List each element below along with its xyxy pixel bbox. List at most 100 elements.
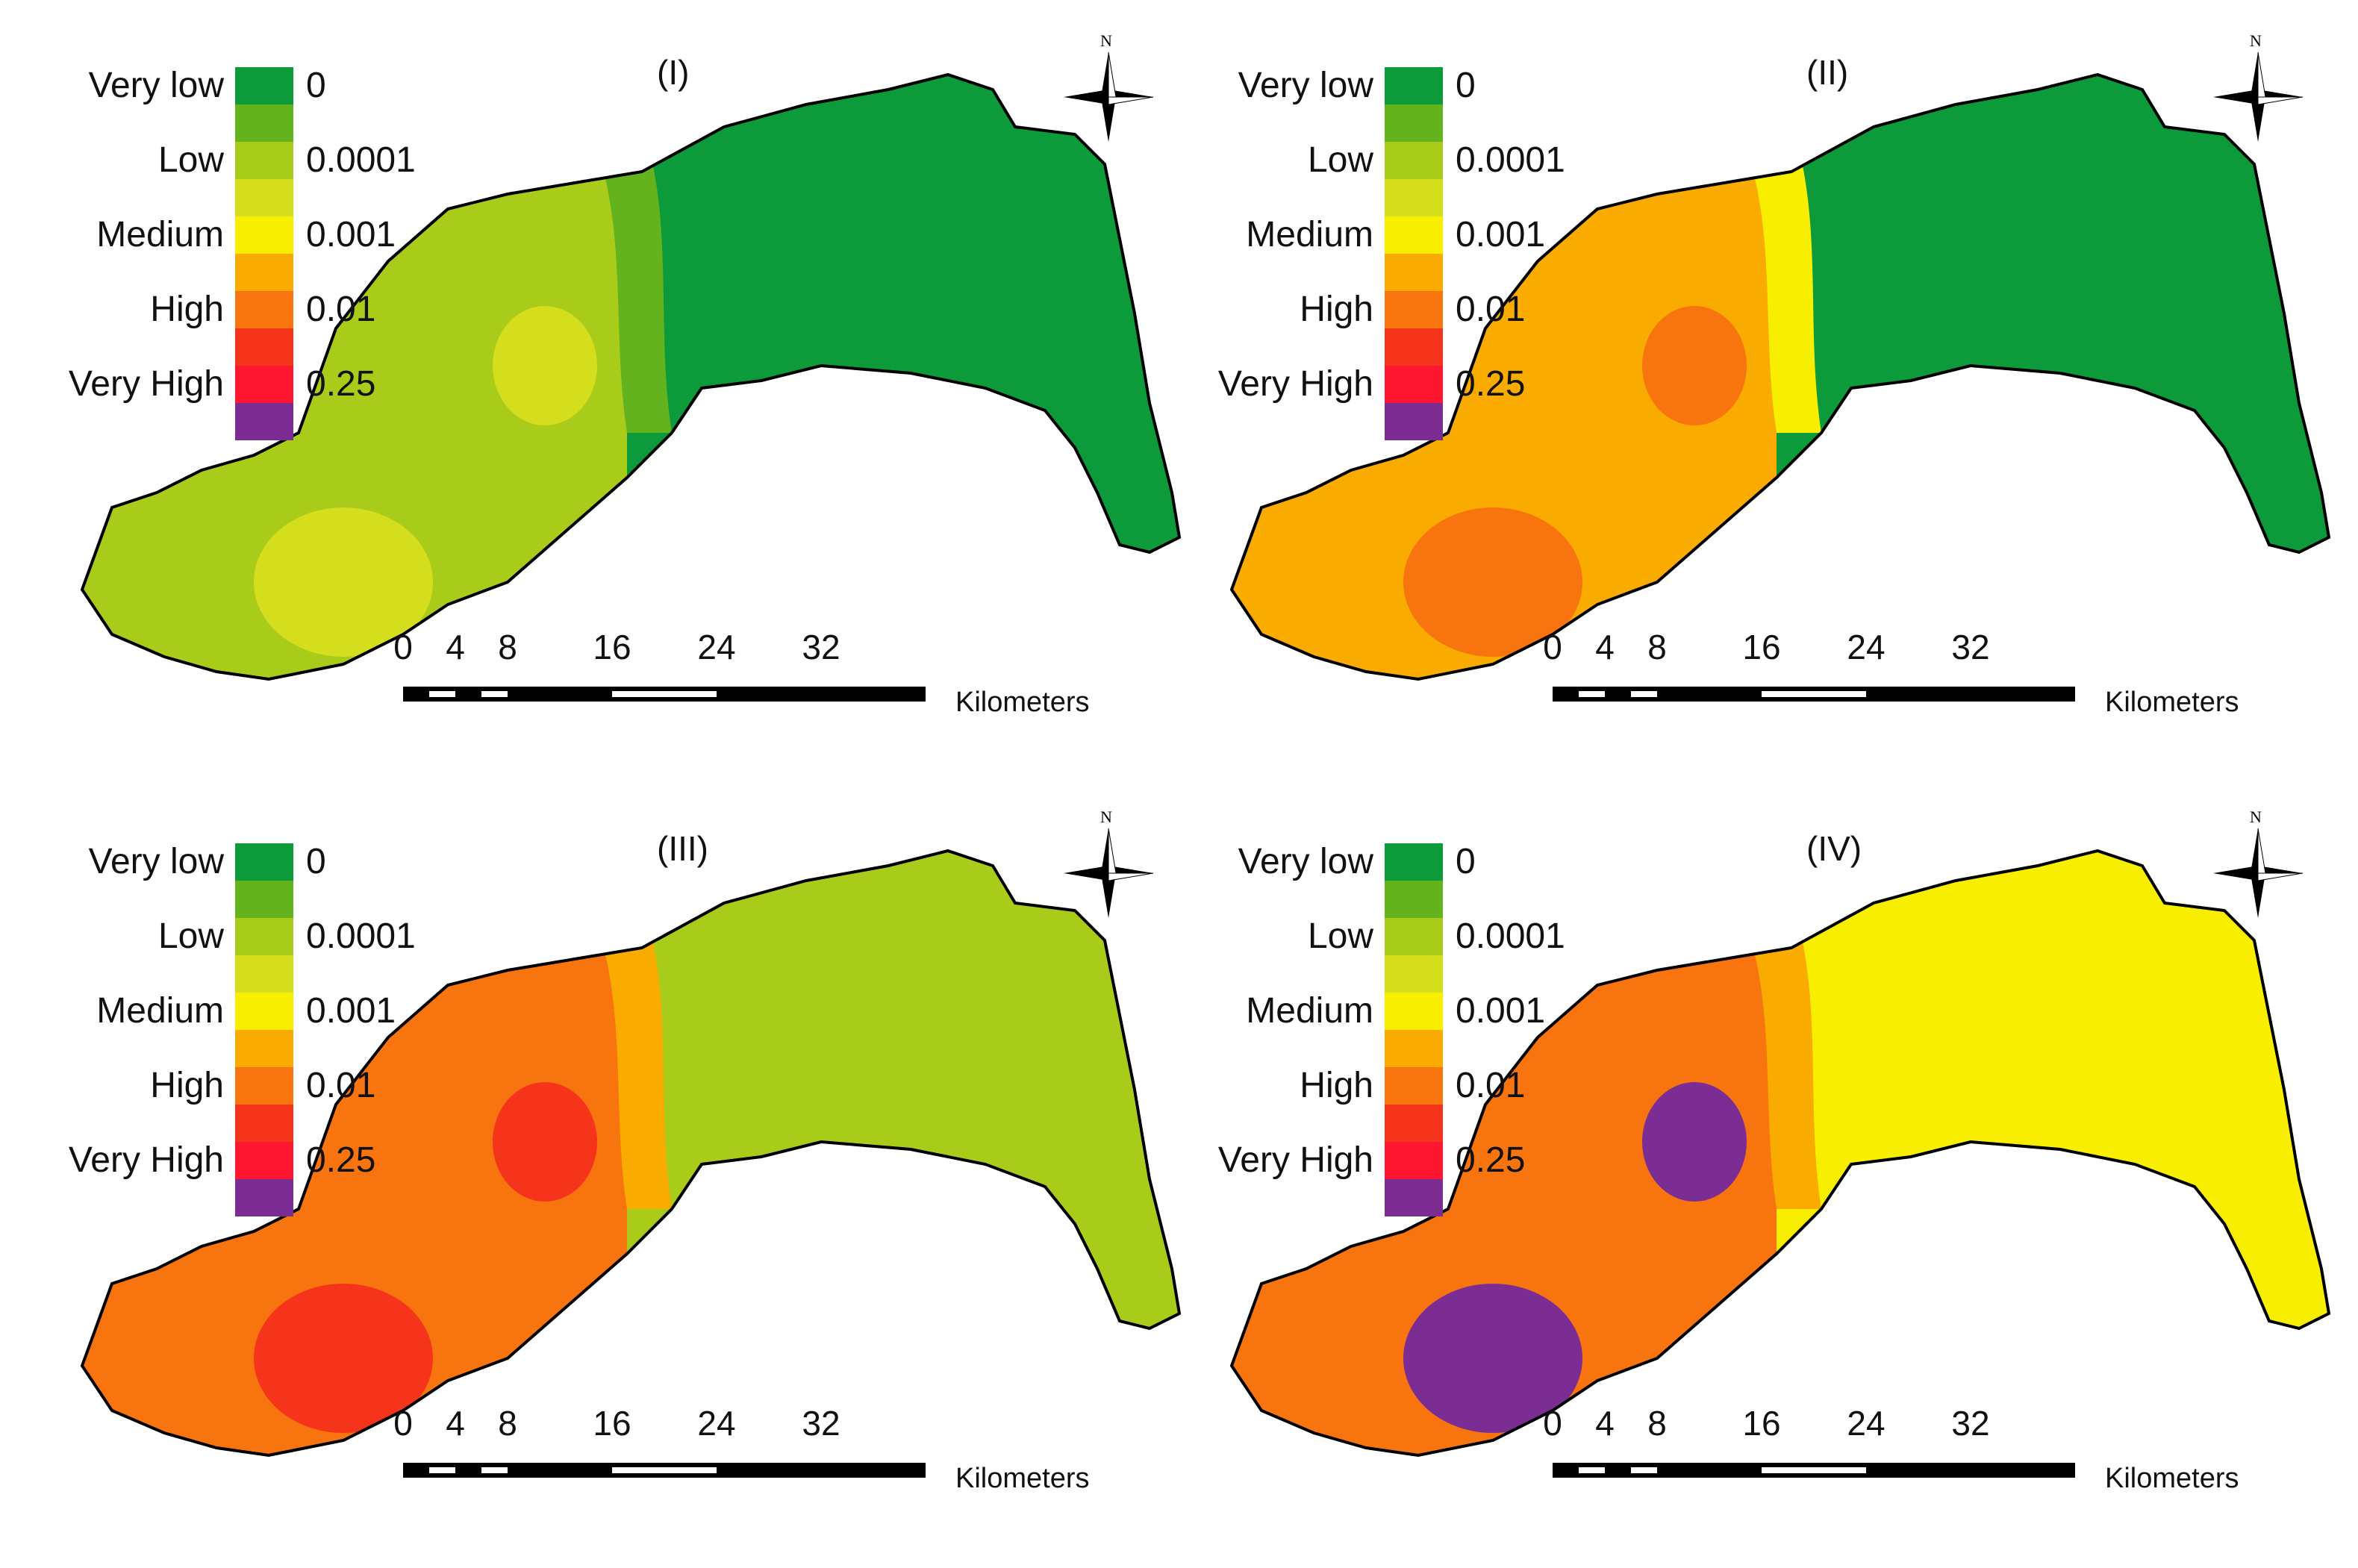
scale-tick: 24	[697, 628, 736, 666]
legend-value: 0.01	[1456, 290, 1526, 329]
legend-swatch	[1385, 1030, 1443, 1067]
region-outline	[1229, 849, 2331, 1458]
legend-swatch	[1385, 1142, 1443, 1179]
legend-label: Very low	[1238, 842, 1373, 881]
zone-southwest	[1403, 1284, 1582, 1433]
legend-swatch	[235, 403, 293, 440]
legend-swatch	[235, 881, 293, 918]
legend-value: 0.0001	[1456, 140, 1565, 180]
north-arrow-icon: N	[1064, 808, 1154, 918]
scale-segment	[612, 691, 717, 697]
legend-swatch	[235, 216, 293, 254]
panel-title: (I)	[657, 53, 690, 92]
legend-value: 0.25	[306, 364, 376, 404]
zone-hotspot	[493, 306, 597, 425]
legend-value: 0.01	[306, 290, 376, 329]
scale-tick: 24	[1847, 1404, 1886, 1443]
legend-value: 0.25	[306, 1140, 376, 1180]
scale-segment	[429, 691, 455, 697]
scale-bar: Kilometers 0 4 8 16 24 32	[393, 1403, 1150, 1494]
legend-swatch	[235, 1142, 293, 1179]
zone-transition	[597, 925, 672, 1209]
north-label: N	[1100, 31, 1112, 50]
north-arrow-icon: N	[1064, 31, 1154, 142]
legend-value: 0	[1456, 66, 1476, 105]
legend-label: Very High	[1217, 1140, 1373, 1180]
north-arrow-icon: N	[2213, 808, 2304, 918]
zone-southwest	[1403, 507, 1582, 657]
scale-tick: 0	[393, 1404, 413, 1443]
legend: Very low Low Medium High Very High 0 0.0001 0.0…	[30, 842, 448, 1231]
scale-unit-label: Kilometers	[2105, 1463, 2239, 1494]
map-panel-1: Very low Low Medium High Very High 0 0.0001 0.0…	[30, 15, 1194, 791]
legend-value: 0.001	[306, 215, 396, 254]
scale-segment	[1579, 1467, 1605, 1473]
region-outline	[80, 849, 1182, 1458]
scale-tick: 4	[1595, 628, 1615, 666]
legend-label: Very low	[1238, 66, 1373, 105]
panel-title: (IV)	[1806, 829, 1862, 868]
legend-swatch	[1385, 993, 1443, 1030]
zone-southwest	[254, 507, 433, 657]
legend-swatch	[235, 179, 293, 216]
legend-swatch	[235, 104, 293, 142]
region-outline	[1229, 72, 2331, 681]
legend-label: High	[1300, 1066, 1373, 1105]
legend-label: Medium	[1246, 215, 1373, 254]
legend-swatch	[235, 918, 293, 955]
scale-tick: 0	[393, 628, 413, 666]
region-map	[80, 72, 1182, 681]
scale-bar: Kilometers 0 4 8 16 24 32	[1543, 627, 2299, 718]
legend-label: Very High	[68, 1140, 224, 1180]
scale-tick: 4	[1595, 1404, 1615, 1443]
scale-segment	[1579, 691, 1605, 697]
scale-tick: 0	[1543, 1404, 1562, 1443]
legend-swatch	[1385, 843, 1443, 881]
legend-swatch	[1385, 104, 1443, 142]
legend-label: Very low	[88, 842, 224, 881]
legend-swatch	[235, 366, 293, 403]
legend-value: 0	[306, 842, 326, 881]
scale-tick: 32	[1951, 628, 1990, 666]
scale-unit-label: Kilometers	[2105, 687, 2239, 718]
legend-swatch	[1385, 254, 1443, 291]
scale-segment	[612, 1467, 717, 1473]
scale-tick: 8	[498, 628, 517, 666]
scale-segment	[1631, 691, 1657, 697]
legend-swatch	[235, 254, 293, 291]
scale-segment	[481, 691, 508, 697]
legend-value: 0.25	[1456, 1140, 1526, 1180]
legend-swatch	[1385, 1179, 1443, 1216]
north-label: N	[2250, 808, 2262, 826]
legend-swatch	[235, 1105, 293, 1142]
north-label: N	[1100, 808, 1112, 826]
zone-transition	[597, 149, 672, 433]
map-panel-4: Very low Low Medium High Very High 0 0.0001 0.0…	[1179, 791, 2344, 1567]
legend-swatch	[235, 993, 293, 1030]
legend: Very low Low Medium High Very High 0 0.0001 0.0…	[1179, 842, 1597, 1231]
legend-label: Low	[1307, 916, 1373, 956]
zone-hotspot	[493, 1082, 597, 1202]
legend-label: Low	[157, 916, 224, 956]
zone-transition	[1747, 925, 1821, 1209]
legend-swatch	[1385, 1067, 1443, 1105]
map-panel-2: Very low Low Medium High Very High 0 0.0001 0.0…	[1179, 15, 2344, 791]
zone-transition	[1747, 149, 1821, 433]
scale-segment	[429, 1467, 455, 1473]
zone-hotspot	[1642, 1082, 1747, 1202]
legend-label: High	[150, 290, 224, 329]
region-map	[1229, 849, 2331, 1458]
legend-swatch	[1385, 955, 1443, 993]
region-outline	[80, 72, 1182, 681]
scale-tick: 32	[1951, 1404, 1990, 1443]
scale-tick: 16	[593, 628, 631, 666]
legend-label: Very low	[88, 66, 224, 105]
scale-tick: 8	[1647, 628, 1667, 666]
scale-tick: 16	[1742, 1404, 1781, 1443]
legend-swatch	[1385, 142, 1443, 179]
north-arrow-icon: N	[2213, 31, 2304, 142]
legend-label: High	[1300, 290, 1373, 329]
scale-unit-label: Kilometers	[955, 1463, 1090, 1494]
scale-bar: Kilometers 0 4 8 16 24 32	[393, 627, 1150, 718]
legend-label: Low	[157, 140, 224, 180]
